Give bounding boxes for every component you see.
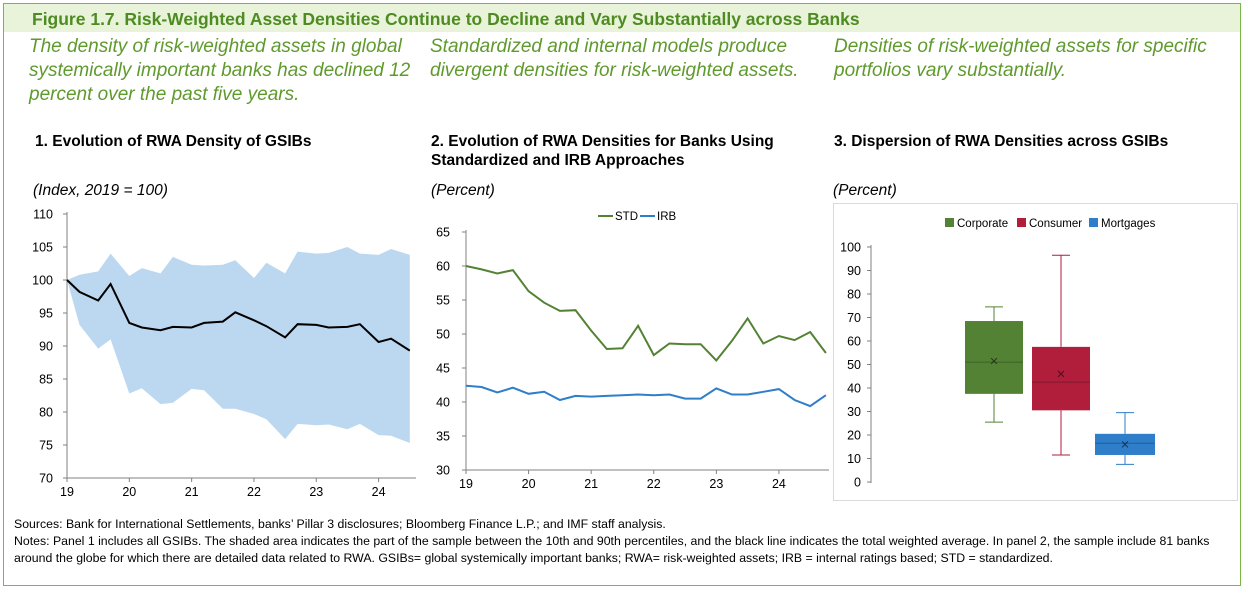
y-tick-label: 60: [847, 335, 861, 349]
consumer-mean-marker: [1057, 370, 1065, 378]
subtitle-panel-3: Densities of risk-weighted assets for sp…: [834, 36, 1207, 81]
y-tick-label: 40: [847, 382, 861, 396]
y-tick-label: 40: [436, 396, 450, 410]
y-tick-label: 55: [436, 294, 450, 308]
panel-3-unit: (Percent): [833, 182, 897, 199]
series-line-std: [465, 265, 827, 363]
y-tick-label: 10: [847, 452, 861, 466]
y-tick-label: 70: [847, 311, 861, 325]
panel-2-chart: 30 35 40 45 50 55 60 65 19 20 21 22 23 24 STD IRB: [436, 211, 829, 491]
x-tick-label: 24: [372, 485, 386, 499]
x-tick-label: 24: [772, 477, 786, 491]
y-tick-label: 65: [436, 226, 450, 240]
title-bar: Figure 1.7. Risk-Weighted Asset Densitie…: [4, 4, 1240, 32]
y-tick-label: 30: [436, 464, 450, 478]
x-tick-label: 19: [60, 485, 74, 499]
weighted-average-line: [66, 279, 411, 352]
panel-2-title: 2. Evolution of RWA Densities for Banks …: [431, 133, 774, 169]
consumer-box: [1032, 346, 1090, 411]
x-tick-label: 20: [522, 477, 536, 491]
y-tick-label: 90: [39, 340, 53, 354]
x-tick-label: 20: [122, 485, 136, 499]
y-tick-label: 50: [436, 328, 450, 342]
y-tick-label: 110: [33, 208, 53, 222]
y-tick-label: 80: [847, 288, 861, 302]
x-tick-label: 22: [247, 485, 261, 499]
y-tick-label: 50: [847, 358, 861, 372]
x-tick-label: 21: [584, 477, 598, 491]
legend-label-corporate: Corporate: [957, 218, 1008, 230]
panel-2-unit: (Percent): [431, 182, 495, 199]
panel-1-title: 1. Evolution of RWA Density of GSIBs: [35, 133, 312, 150]
y-tick-label: 20: [847, 429, 861, 443]
y-tick-label: 60: [436, 260, 450, 274]
x-tick-label: 22: [647, 477, 661, 491]
legend-label-irb: IRB: [657, 211, 677, 223]
y-tick-label: 75: [39, 439, 53, 453]
mortgages-mean-marker: [1121, 441, 1129, 448]
y-tick-label: 100: [840, 241, 861, 255]
legend-swatch-mortgages: [1089, 218, 1098, 227]
x-tick-label: 19: [459, 477, 473, 491]
y-tick-label: 35: [436, 430, 450, 444]
figure-title: Figure 1.7. Risk-Weighted Asset Densitie…: [32, 9, 860, 29]
x-tick-label: 21: [185, 485, 199, 499]
corporate-mean-marker: [990, 357, 998, 365]
corporate-box: [965, 321, 1023, 394]
figure-frame: Figure 1.7. Risk-Weighted Asset Densitie…: [3, 3, 1241, 586]
subtitle-panel-2: Standardized and internal models produce…: [430, 36, 799, 81]
y-tick-label: 90: [847, 264, 861, 278]
y-tick-label: 100: [32, 274, 53, 288]
y-tick-label: 0: [854, 476, 861, 490]
percentile-band-area: [67, 247, 410, 443]
x-tick-label: 23: [309, 485, 323, 499]
y-tick-label: 80: [39, 406, 53, 420]
y-tick-label: 85: [39, 373, 53, 387]
y-tick-label: 30: [847, 405, 861, 419]
panel-3-title: 3. Dispersion of RWA Densities across GS…: [834, 133, 1169, 150]
legend-swatch-corporate: [945, 218, 954, 227]
y-tick-label: 105: [32, 241, 53, 255]
panel-1-chart: 70 75 80 85 90 95 100 105 110 19 20 21 22 23 24: [32, 208, 416, 499]
sources-note: Sources: Bank for International Settleme…: [14, 517, 666, 531]
series-line-irb: [465, 384, 827, 408]
subtitle-panel-1: The density of risk-weighted assets in g…: [29, 36, 411, 105]
y-tick-label: 45: [436, 362, 450, 376]
legend-label-std: STD: [615, 211, 638, 223]
legend-swatch-consumer: [1017, 218, 1026, 227]
notes-text: Notes: Panel 1 includes all GSIBs. The s…: [14, 534, 1210, 565]
y-tick-label: 95: [39, 307, 53, 321]
legend-label-consumer: Consumer: [1029, 218, 1082, 230]
x-tick-label: 23: [709, 477, 723, 491]
y-tick-label: 70: [39, 472, 53, 486]
panel-3-chart: 0 10 20 30 40 50 60 70 80 90 100 Corporate Consumer M…: [840, 218, 1156, 490]
legend-label-mortgages: Mortgages: [1101, 218, 1156, 230]
panel-1-unit: (Index, 2019 = 100): [33, 182, 168, 199]
